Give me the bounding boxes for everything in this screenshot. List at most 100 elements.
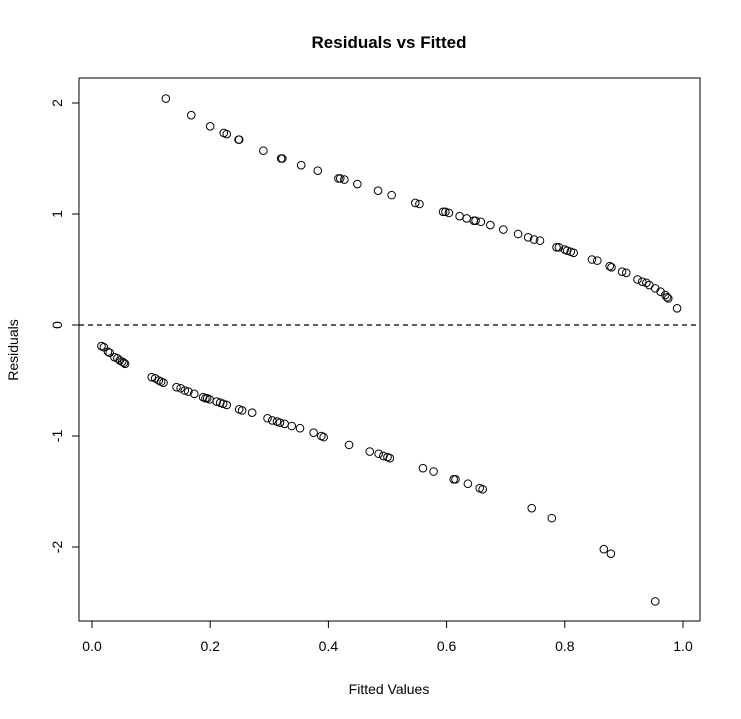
data-point xyxy=(444,208,454,218)
data-point xyxy=(569,248,578,258)
data-point xyxy=(478,484,487,494)
x-tick-label: 1.0 xyxy=(673,638,693,654)
data-point xyxy=(486,220,495,230)
data-point xyxy=(103,347,113,356)
data-point xyxy=(547,513,557,523)
data-point xyxy=(535,236,545,245)
y-tick-label: 1 xyxy=(49,210,65,218)
data-point xyxy=(218,399,228,409)
y-tick-label: 0 xyxy=(49,321,65,329)
data-point xyxy=(429,467,438,476)
data-point xyxy=(222,129,232,139)
data-point xyxy=(180,386,190,395)
x-axis: 0.0 0.2 0.4 0.6 0.8 1.0 xyxy=(82,620,693,654)
data-point xyxy=(471,216,480,225)
data-point xyxy=(295,423,305,433)
data-point xyxy=(415,199,424,209)
data-point xyxy=(373,186,383,195)
data-point xyxy=(365,447,375,456)
data-point xyxy=(280,419,289,429)
data-point xyxy=(105,348,115,358)
data-point xyxy=(234,135,244,144)
data-point xyxy=(189,389,199,399)
data-point xyxy=(335,174,345,183)
data-point xyxy=(313,166,323,176)
plot-frame xyxy=(78,77,701,622)
data-point xyxy=(593,256,602,265)
data-point xyxy=(120,359,130,369)
data-point xyxy=(455,211,464,221)
data-point xyxy=(184,387,193,396)
data-points xyxy=(97,94,682,606)
data-point xyxy=(418,463,428,473)
data-point xyxy=(119,358,129,368)
data-point xyxy=(662,292,672,302)
data-point xyxy=(159,378,168,388)
data-point xyxy=(99,342,109,352)
data-point xyxy=(222,400,232,410)
data-point xyxy=(296,160,306,170)
data-point xyxy=(340,175,349,184)
y-axis: -2 -1 0 1 2 xyxy=(49,99,80,554)
data-point xyxy=(554,243,564,252)
data-point xyxy=(449,474,458,484)
x-tick-label: 0.8 xyxy=(555,638,575,654)
data-point xyxy=(469,216,479,225)
data-point xyxy=(672,304,682,313)
data-point xyxy=(117,357,127,366)
data-point xyxy=(161,94,171,103)
data-point xyxy=(637,277,647,287)
data-point xyxy=(607,262,616,272)
data-point xyxy=(642,278,651,288)
data-point xyxy=(463,479,473,489)
x-tick-label: 0.6 xyxy=(437,638,457,654)
data-point xyxy=(374,449,383,459)
data-point xyxy=(633,275,642,284)
y-tick-label: 2 xyxy=(49,99,65,107)
data-point xyxy=(663,294,673,303)
data-point xyxy=(319,432,328,442)
data-point xyxy=(476,217,486,227)
data-point xyxy=(344,440,354,450)
data-point xyxy=(278,154,287,163)
data-point xyxy=(650,597,660,606)
data-point xyxy=(267,416,277,425)
data-point xyxy=(606,549,616,558)
data-point xyxy=(385,453,395,463)
data-point xyxy=(259,146,268,156)
data-point xyxy=(605,261,615,271)
data-point xyxy=(527,503,537,513)
x-tick-label: 0.2 xyxy=(200,638,220,654)
data-point xyxy=(147,372,156,382)
data-point xyxy=(237,406,247,415)
data-point xyxy=(247,408,257,417)
data-point xyxy=(205,122,215,131)
data-point xyxy=(513,229,523,239)
x-axis-label: Fitted Values xyxy=(349,681,430,697)
data-point xyxy=(410,198,420,208)
data-point xyxy=(172,382,181,392)
data-point xyxy=(621,268,631,278)
data-point xyxy=(587,255,597,264)
y-tick-label: -1 xyxy=(49,430,65,443)
data-point xyxy=(441,207,450,217)
data-point xyxy=(186,110,196,120)
data-point xyxy=(287,421,297,431)
y-tick-label: -2 xyxy=(49,541,65,554)
data-point xyxy=(617,267,627,277)
data-point xyxy=(599,544,609,554)
data-point xyxy=(529,235,539,244)
data-point xyxy=(275,418,285,427)
data-point xyxy=(499,225,508,234)
data-point xyxy=(552,243,561,252)
data-point xyxy=(523,233,533,242)
y-axis-label: Residuals xyxy=(5,319,21,380)
data-point xyxy=(263,413,272,423)
data-point xyxy=(309,428,318,437)
x-tick-label: 0.0 xyxy=(82,638,102,654)
data-point xyxy=(176,383,185,393)
data-point xyxy=(462,214,471,223)
x-tick-label: 0.4 xyxy=(319,638,339,654)
data-point xyxy=(438,207,448,217)
